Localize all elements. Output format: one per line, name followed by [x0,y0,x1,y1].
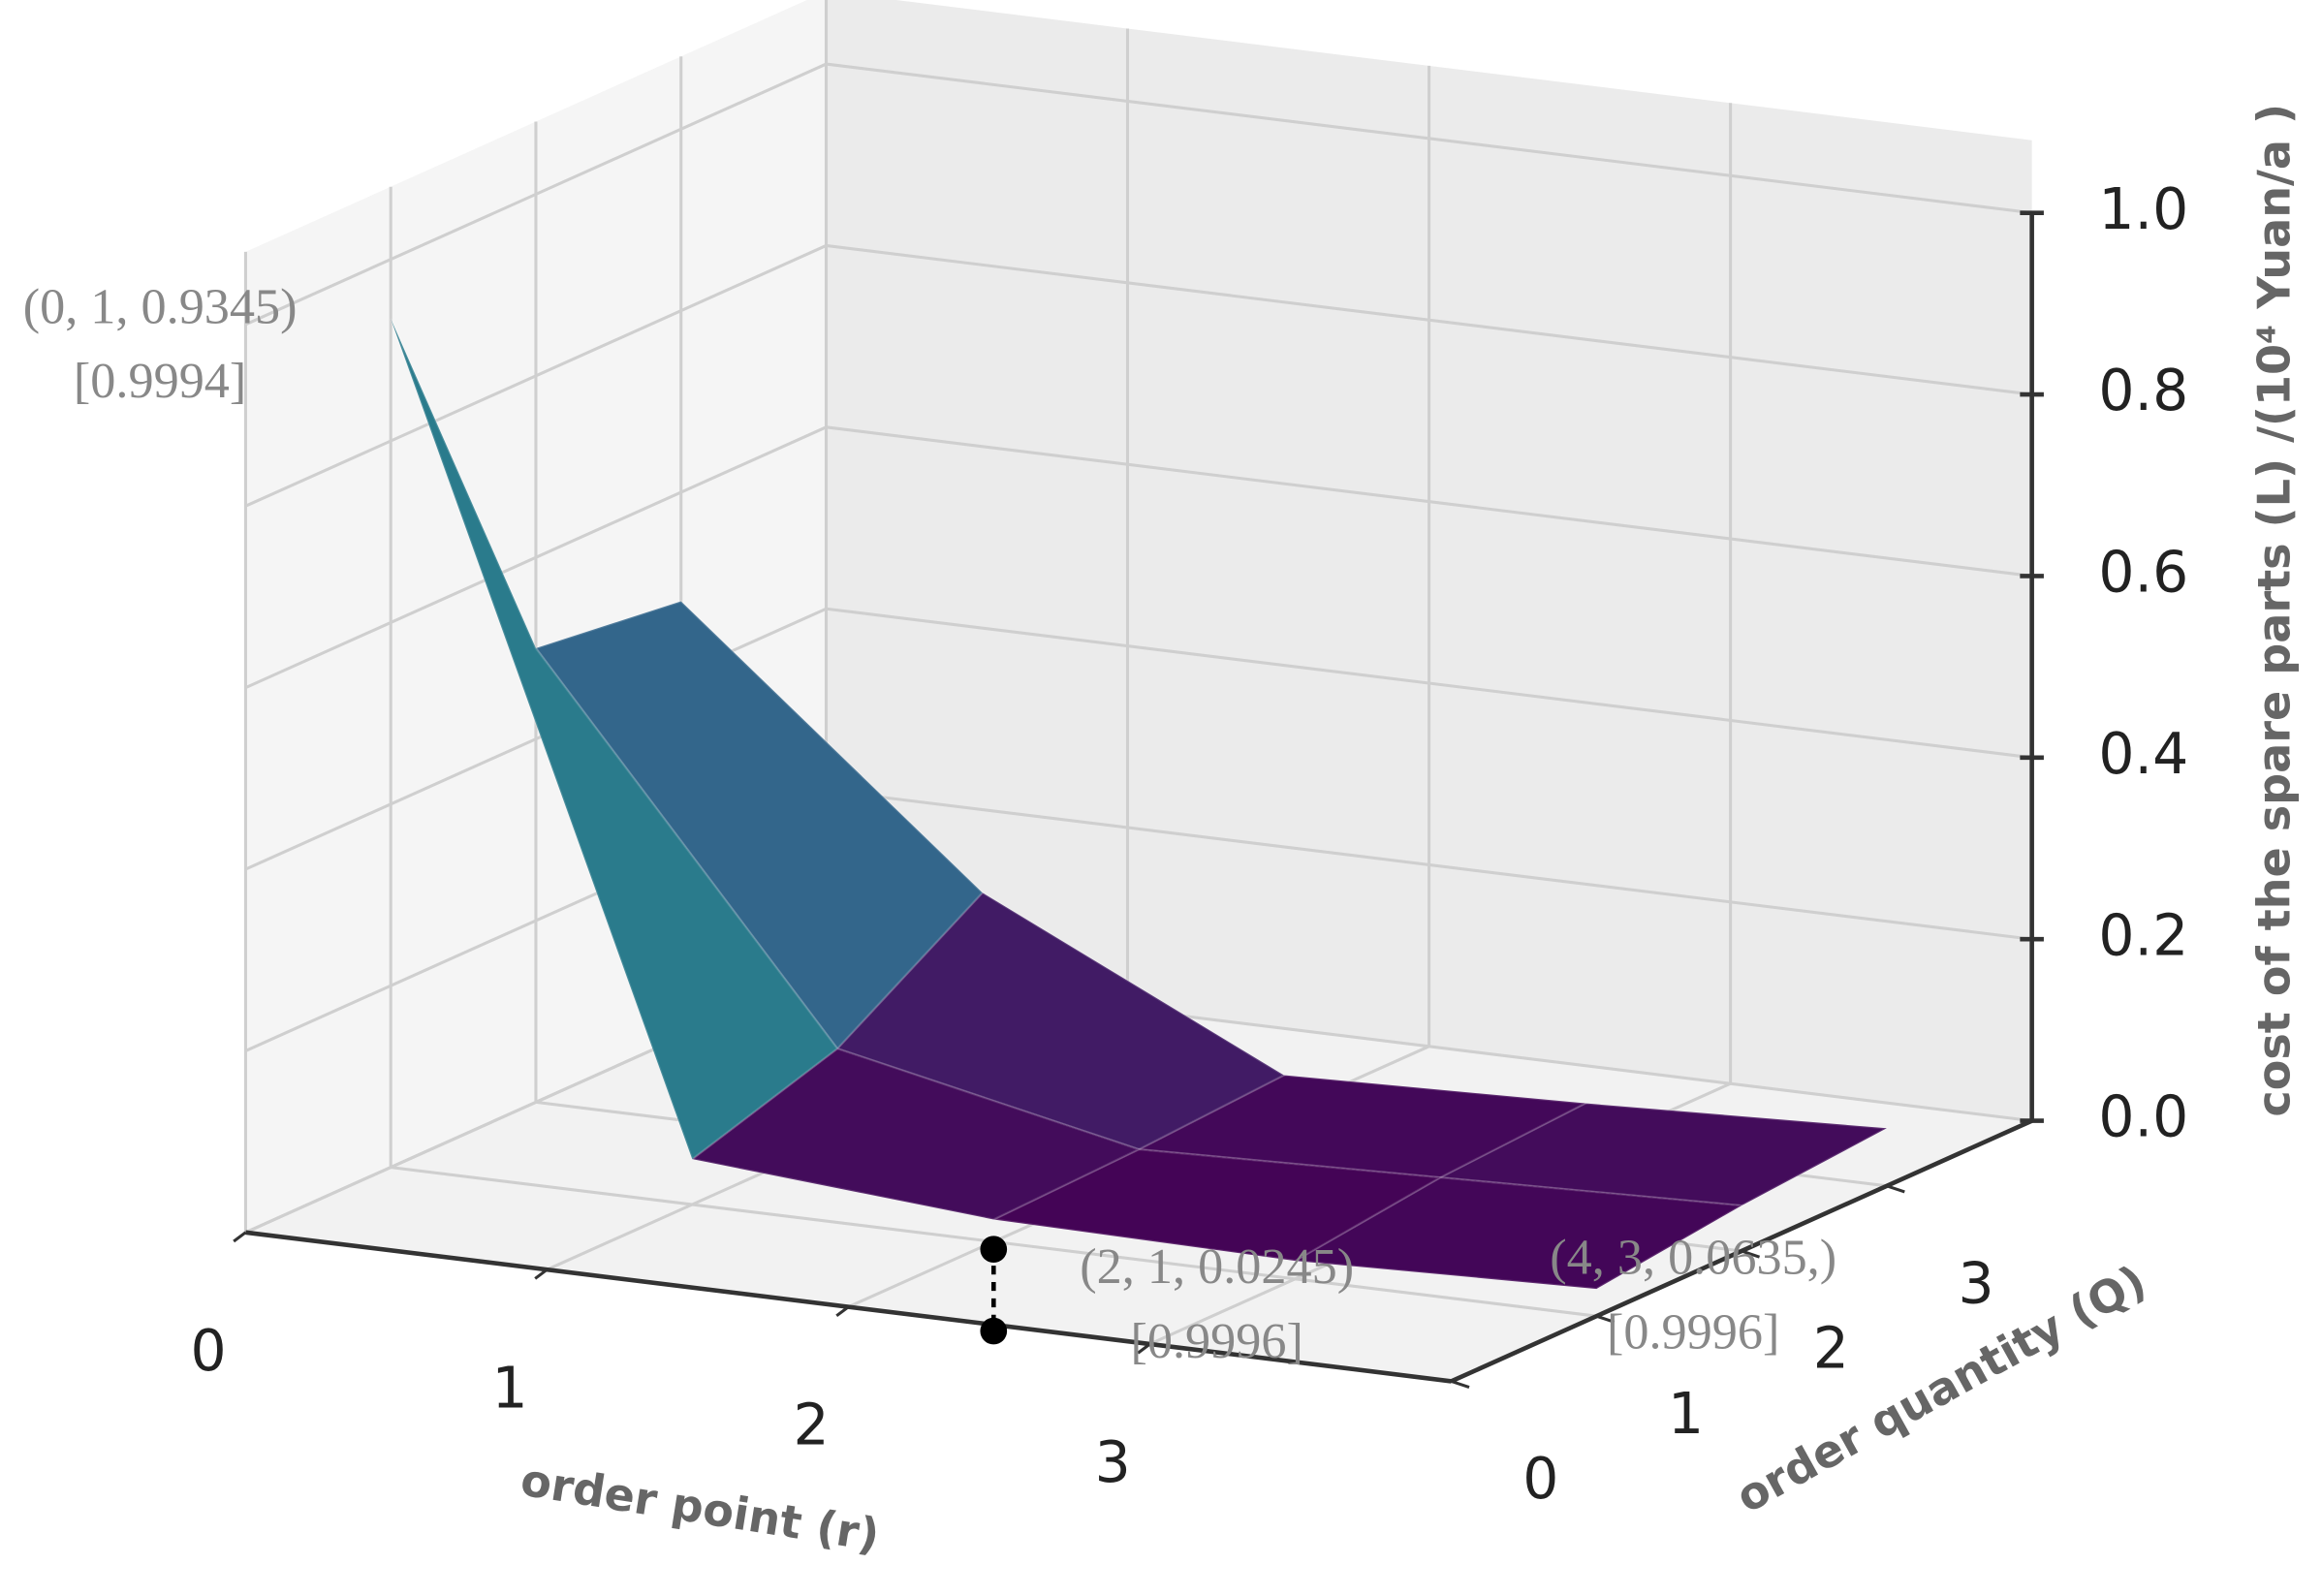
y-axis-title: order quantity (Q) [1727,1255,2154,1523]
x-tick-label: 3 [1095,1429,1131,1495]
x-tick [534,1267,549,1280]
x-tick [233,1231,247,1243]
annotation: (0, 1, 0.9345) [23,278,298,334]
plot-area: 0 1 2 3 0 1 2 3 0.0 0.2 0.4 0.6 0.8 1.0 order point (r… [23,0,2301,1561]
grid-line [244,244,828,508]
grid-line [826,789,2032,941]
x-tick [835,1305,850,1318]
grid-line [244,62,828,327]
surface-face [534,600,985,1050]
y-tick-label: 0 [1522,1446,1558,1512]
z-tick-label: 1.0 [2098,176,2188,242]
x-tick-label: 2 [794,1393,830,1458]
grid-line [826,243,2032,396]
annotation: [0.9996] [1607,1303,1779,1360]
annotation-marker [980,1236,1008,1263]
grid-line [826,425,2032,578]
grid-line [826,607,2032,760]
y-tick [1741,1249,1761,1259]
annotation: [0.9996] [1130,1313,1302,1369]
y-tick-label: 2 [1813,1316,1849,1382]
y-tick-label: 3 [1958,1250,1993,1316]
annotation: [0.9994] [74,353,246,409]
annotation: (2, 1, 0.0245) [1080,1238,1354,1295]
z-tick-label: 0.0 [2098,1084,2188,1150]
y-tick [1886,1184,1905,1194]
y-tick [1451,1379,1470,1390]
z-tick-label: 0.2 [2098,902,2188,968]
z-axis-title: cost of the spare parts (L) /(10⁴ Yuan/a… [2248,104,2301,1117]
x-tick [1137,1342,1151,1355]
annotation: (4, 3, 0.0635,) [1550,1230,1836,1286]
surface-face [390,318,839,1162]
x-tick-label: 1 [492,1355,528,1421]
annotation-marker [980,1317,1008,1345]
grid-line [244,425,828,690]
y-tick [1595,1314,1616,1324]
surface-face [1291,1175,1745,1291]
z-tick-label: 0.6 [2098,540,2188,606]
x-tick-label: 0 [190,1318,226,1384]
z-tick-label: 0.4 [2098,721,2188,787]
x-axis-title: order point (r) [518,1454,883,1562]
y-tick-label: 1 [1668,1381,1704,1447]
grid-line [826,62,2032,215]
z-tick-label: 0.8 [2098,358,2188,423]
